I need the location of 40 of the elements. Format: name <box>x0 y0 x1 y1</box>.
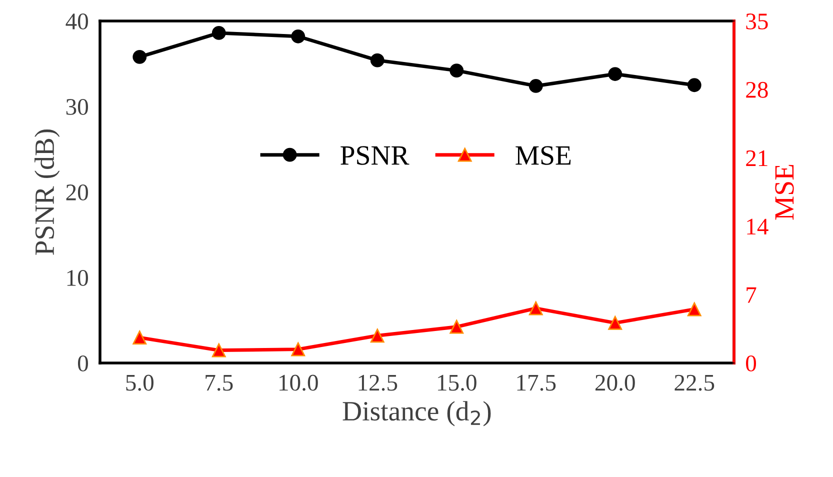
x-tick-label: 22.5 <box>674 374 714 391</box>
point <box>687 302 702 316</box>
point <box>212 343 226 358</box>
y2-tick-label: 21 <box>746 150 768 166</box>
legend-label: PSNR <box>340 146 410 165</box>
point <box>608 316 622 330</box>
point <box>528 301 543 316</box>
y-tick-label: 40 <box>66 13 88 30</box>
y-axis-title: PSNR (dB) <box>34 130 60 255</box>
point <box>370 53 384 68</box>
point <box>370 328 384 343</box>
x-tick-label: 7.5 <box>206 375 233 391</box>
x-tick-label: 17.5 <box>517 374 556 391</box>
x-tick-label: 12.5 <box>358 374 398 391</box>
y2-tick-label: 7 <box>746 287 756 303</box>
point <box>132 50 147 64</box>
point <box>450 320 464 334</box>
y-tick-label: 30 <box>66 98 88 115</box>
x-tick-label: 20.0 <box>596 374 635 391</box>
legend-label: MSE <box>516 146 571 165</box>
y2-axis-title: MSE <box>775 164 794 220</box>
y2-tick-label: 28 <box>746 82 768 98</box>
point <box>291 342 306 356</box>
y-tick-label: 20 <box>66 184 88 200</box>
y-tick-label: 10 <box>67 270 88 286</box>
y-tick-label: 0 <box>78 355 88 372</box>
point <box>212 26 226 40</box>
x-tick-label: 5.0 <box>126 374 154 391</box>
point <box>687 78 702 92</box>
point <box>291 29 306 44</box>
point <box>608 67 622 81</box>
y2-tick-label: 35 <box>746 14 768 30</box>
point <box>132 330 147 345</box>
y2-tick-label: 14 <box>747 218 768 234</box>
point <box>450 64 464 78</box>
x-tick-label: 15.0 <box>438 374 476 391</box>
x-tick-label: 10.0 <box>280 374 318 391</box>
point <box>528 79 543 93</box>
x-axis-title: Distance (d$_{2}$) <box>342 401 491 426</box>
y2-tick-label: 0 <box>746 355 756 372</box>
